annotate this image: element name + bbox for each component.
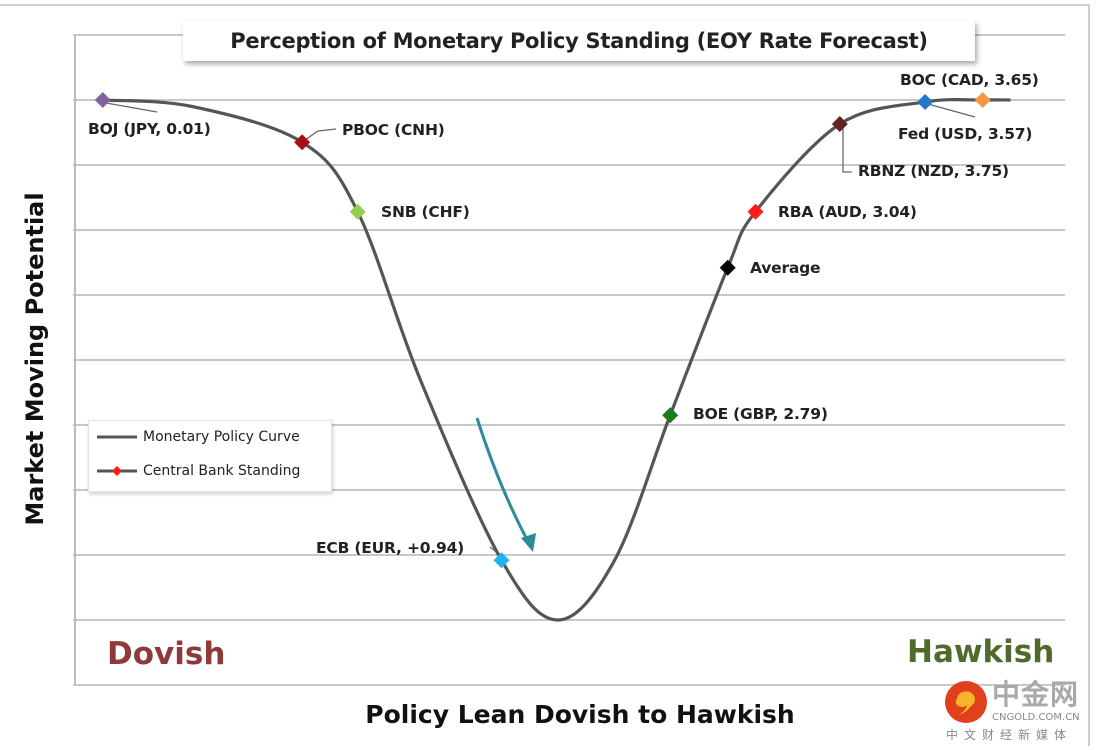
marker-pboc	[294, 134, 311, 151]
leader-line-rbnz	[842, 127, 852, 173]
marker-average	[719, 259, 736, 276]
watermark-name: 中金网	[992, 678, 1080, 711]
x-axis-label: Policy Lean Dovish to Hawkish	[365, 700, 795, 729]
marker-boj	[94, 92, 111, 108]
marker-rba	[747, 203, 764, 220]
cngold-logo-icon	[945, 681, 987, 723]
marker-label-boc: BOC (CAD, 3.65)	[900, 71, 1039, 89]
leader-line-fed	[927, 103, 976, 118]
hawkish-label: Hawkish	[907, 634, 1055, 670]
marker-fed	[917, 93, 934, 110]
marker-label-rba: RBA (AUD, 3.04)	[778, 203, 917, 221]
marker-snb	[349, 203, 366, 220]
marker-label-ecb: ECB (EUR, +0.94)	[316, 539, 465, 557]
leader-line-pboc	[304, 128, 337, 141]
trend-arrow	[475, 417, 536, 552]
marker-label-rbnz: RBNZ (NZD, 3.75)	[858, 162, 1009, 180]
marker-label-pboc: PBOC (CNH)	[342, 121, 445, 139]
marker-boe	[662, 407, 679, 424]
marker-label-fed: Fed (USD, 3.57)	[898, 125, 1033, 143]
dovish-label: Dovish	[107, 636, 226, 672]
watermark: 中金网 CNGOLD.COM.CN 中文财经新媒体	[944, 680, 1094, 746]
legend-item-standing: Central Bank Standing	[97, 463, 300, 479]
marker-rbnz	[831, 116, 848, 133]
watermark-tagline: 中文财经新媒体	[946, 728, 1073, 742]
marker-label-boj: BOJ (JPY, 0.01)	[88, 120, 211, 138]
chart-title: Perception of Monetary Policy Standing (…	[183, 21, 975, 61]
marker-boc	[974, 92, 991, 108]
leader-line-boj	[105, 102, 158, 113]
marker-label-snb: SNB (CHF)	[381, 203, 470, 221]
marker-label-boe: BOE (GBP, 2.79)	[693, 405, 828, 423]
watermark-domain: CNGOLD.COM.CN	[992, 712, 1080, 723]
marker-label-average: Average	[750, 259, 821, 277]
legend-line-swatch	[97, 435, 137, 439]
legend-item-curve: Monetary Policy Curve	[97, 429, 300, 445]
marker-ecb	[493, 552, 510, 569]
legend-label: Central Bank Standing	[143, 463, 301, 479]
legend-marker-swatch	[97, 466, 137, 476]
chart-frame	[0, 4, 1090, 746]
y-axis-label: Market Moving Potential	[21, 192, 49, 526]
legend-label: Monetary Policy Curve	[143, 429, 300, 445]
legend: Monetary Policy Curve Central Bank Stand…	[88, 420, 332, 492]
monetary-policy-curve	[102, 97, 1011, 622]
